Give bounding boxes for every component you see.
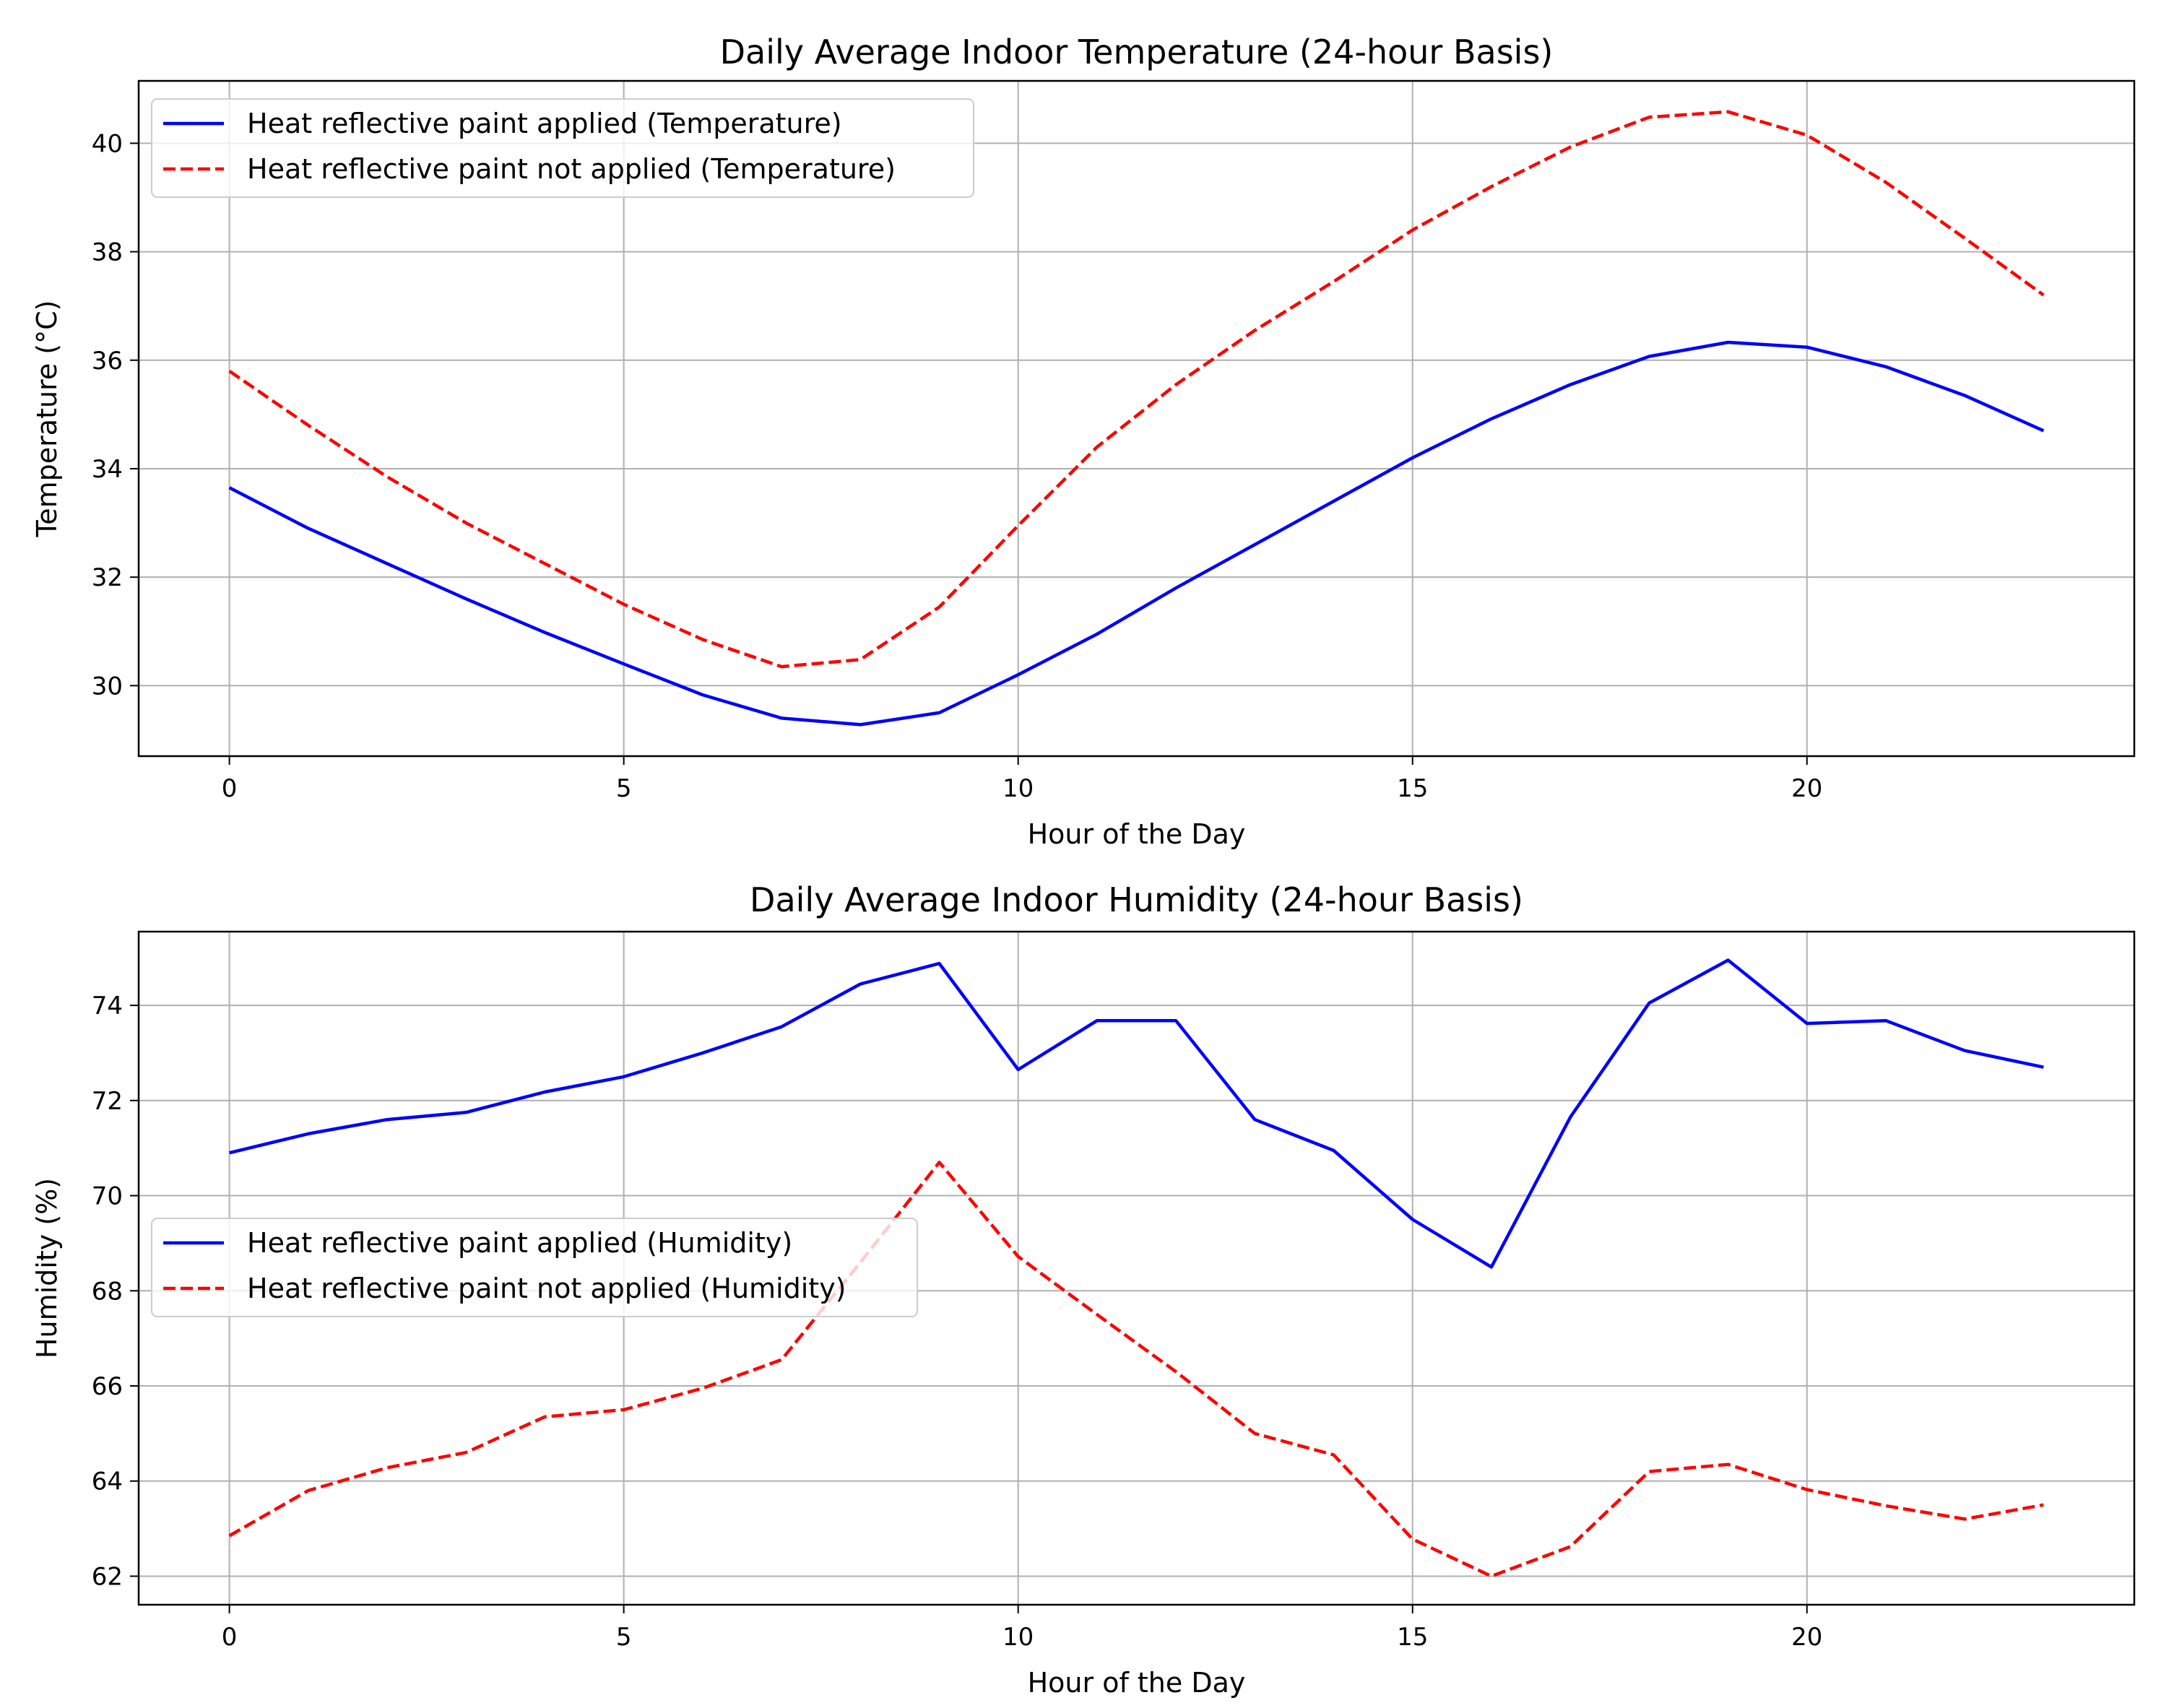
x-tick-label: 10 [1002, 774, 1034, 803]
legend-box [151, 98, 974, 198]
x-tick-label: 10 [1002, 1623, 1034, 1652]
axes-frame [137, 930, 2136, 1606]
series-line-paint-applied [229, 958, 2044, 1269]
legend-box [151, 1218, 918, 1317]
x-axis-label: Hour of the Day [1028, 818, 1246, 850]
legend-label: Heat reflective paint not applied (Humid… [247, 1273, 846, 1304]
chart-title: Daily Average Indoor Humidity (24-hour B… [750, 880, 1523, 919]
y-axis-label: Humidity (%) [31, 1178, 63, 1358]
series-line-paint-not-applied [228, 110, 2045, 669]
x-tick-label: 15 [1397, 1623, 1428, 1652]
y-tick-label: 72 [92, 1087, 123, 1116]
x-axis-label: Hour of the Day [1028, 1667, 1246, 1699]
series-line-paint-applied [228, 340, 2045, 727]
humidity-chart: 0 5 10 15 20 62 64 66 68 70 72 74 Daily Average Indo… [31, 880, 2136, 1699]
y-tick-label: 74 [92, 992, 123, 1020]
y-tick-label: 68 [92, 1277, 123, 1306]
y-tick-label: 30 [92, 672, 123, 701]
y-axis-label: Temperature (°C) [31, 300, 63, 538]
y-tick-label: 40 [92, 129, 123, 158]
axes-frame [137, 79, 2136, 758]
x-tick-label: 5 [616, 774, 632, 803]
y-tick-label: 32 [92, 563, 123, 592]
legend-label: Heat reflective paint applied (Humidity) [247, 1227, 792, 1259]
x-tick-label: 0 [222, 1623, 238, 1652]
y-tick-label: 64 [92, 1468, 123, 1496]
chart-title: Daily Average Indoor Temperature (24-hou… [720, 32, 1554, 71]
legend-label: Heat reflective paint not applied (Tempe… [247, 153, 896, 185]
y-tick-label: 38 [92, 238, 123, 267]
x-tick-label: 15 [1397, 774, 1428, 803]
y-tick-label: 62 [92, 1562, 123, 1591]
y-tick-label: 34 [92, 455, 123, 484]
y-tick-label: 36 [92, 347, 123, 376]
legend-label: Heat reflective paint applied (Temperatu… [247, 108, 842, 139]
x-tick-label: 20 [1791, 1623, 1822, 1652]
y-tick-label: 70 [92, 1182, 123, 1211]
y-tick-label: 66 [92, 1372, 123, 1401]
x-tick-label: 5 [616, 1623, 632, 1652]
x-tick-label: 20 [1791, 774, 1822, 803]
temperature-chart: 0 5 10 15 20 30 32 34 36 38 40 Daily Average Indoor… [31, 32, 2136, 850]
x-tick-label: 0 [222, 774, 238, 803]
series-line-paint-not-applied [228, 1161, 2044, 1578]
